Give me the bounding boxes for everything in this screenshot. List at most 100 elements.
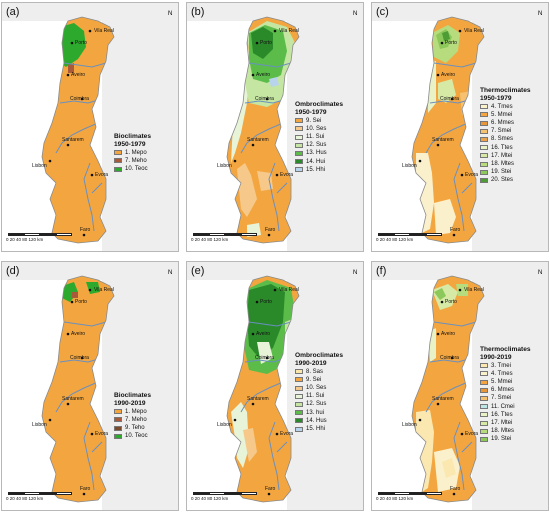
legend-item-label: 10. Ses: [306, 125, 327, 132]
city-marker: [255, 300, 259, 304]
legend-item-label: 11. Sui: [306, 134, 325, 140]
city-label-aveiro: Aveiro: [71, 331, 86, 337]
legend-item: 15. Hhi: [295, 166, 343, 174]
legend-swatch: [295, 142, 303, 148]
city-label-evora: Evora: [465, 431, 479, 437]
city-label-coimbra: Coimbra: [440, 355, 459, 361]
north-arrow-icon: N: [345, 9, 359, 33]
legend-period: 1990-2019: [114, 399, 146, 407]
legend-item: 16. Ttes: [480, 411, 531, 419]
neighbouring-land: [472, 3, 548, 251]
city-marker: [70, 41, 74, 45]
city-label-evora: Evora: [95, 431, 109, 437]
city-marker: [82, 233, 86, 237]
legend-item-label: 7. Meho: [125, 157, 147, 164]
country-outline: [411, 16, 485, 244]
legend-swatch: [114, 150, 122, 156]
city-label-aveiro: Aveiro: [71, 72, 86, 78]
river: [63, 62, 107, 68]
northern-land: [187, 262, 363, 280]
climate-region: [416, 153, 434, 233]
city-label-faro: Faro: [265, 227, 276, 233]
city-label-faro: Faro: [450, 227, 461, 233]
legend-title: Thermoclimates: [480, 87, 531, 94]
legend-item: 4. Tmes: [480, 103, 531, 111]
legend-swatch: [480, 145, 488, 151]
city-label-lisbon: Lisbon: [217, 163, 232, 169]
city-marker: [70, 300, 74, 304]
city-marker: [90, 173, 94, 177]
city-marker: [82, 492, 86, 496]
legend-period: 1950-1979: [114, 140, 146, 148]
city-marker: [267, 492, 271, 496]
city-marker: [458, 288, 462, 292]
scale-bar: 0 20 40 80 120 km: [191, 233, 273, 243]
city-marker: [88, 29, 92, 33]
legend-item-label: 14. Hui: [306, 158, 326, 165]
portugal-map: [187, 3, 363, 251]
city-marker: [436, 73, 440, 77]
city-marker: [452, 233, 456, 237]
city-marker: [273, 288, 277, 292]
neighbouring-land: [472, 262, 548, 510]
city-label-lisbon: Lisbon: [402, 422, 417, 428]
river: [91, 441, 103, 453]
river: [276, 182, 288, 194]
city-label-faro: Faro: [265, 486, 276, 492]
city-label-lisbon: Lisbon: [32, 163, 47, 169]
climate-region: [231, 402, 249, 468]
legend-item: 13. hui: [295, 409, 343, 417]
legend-swatch: [114, 166, 122, 172]
legend-item-label: 16. Ttes: [491, 144, 513, 151]
legend-swatch: [114, 433, 122, 439]
city-label-aveiro: Aveiro: [441, 72, 456, 78]
river: [276, 441, 288, 453]
scale-bar: 0 20 40 80 120 km: [6, 233, 88, 243]
city-marker: [436, 402, 440, 406]
city-label-evora: Evora: [465, 172, 479, 178]
legend-item-label: 16. Ttes: [491, 411, 513, 418]
city-marker: [251, 332, 255, 336]
legend-item: 7. Meho: [114, 416, 151, 424]
city-marker: [66, 73, 70, 77]
legend-item: 15. Hhi: [295, 425, 343, 433]
legend-swatch: [480, 420, 488, 426]
city-marker: [452, 492, 456, 496]
legend-swatch: [114, 158, 122, 164]
city-label-vila-real: Vila Real: [94, 28, 114, 34]
city-marker: [80, 97, 84, 101]
climate-region: [434, 199, 456, 235]
climate-region: [456, 284, 468, 296]
north-arrow-icon: N: [160, 268, 174, 292]
legend-swatch: [480, 363, 488, 369]
legend-item-label: 17. Mtei: [491, 420, 513, 427]
city-label-coimbra: Coimbra: [440, 96, 459, 102]
river: [453, 162, 465, 232]
legend-item: 10. Teoc: [114, 432, 151, 440]
legend-swatch: [295, 151, 303, 156]
city-marker: [265, 356, 269, 360]
country-outline: [226, 16, 300, 244]
legend-item-label: 9. Sei: [306, 376, 322, 383]
legend-item: 7. Smei: [480, 394, 531, 402]
city-label-faro: Faro: [80, 486, 91, 492]
city-marker: [440, 41, 444, 45]
legend-swatch: [295, 426, 303, 432]
legend-swatch: [295, 118, 303, 124]
panel-label: (b): [191, 6, 205, 18]
river: [433, 62, 477, 68]
portugal-map: [372, 262, 548, 510]
city-label-porto: Porto: [260, 299, 272, 305]
legend-item: 9. Teho: [114, 424, 151, 432]
river: [425, 381, 469, 413]
city-label-vila-real: Vila Real: [464, 287, 484, 293]
river: [55, 381, 99, 413]
city-label-coimbra: Coimbra: [70, 96, 89, 102]
city-marker: [450, 356, 454, 360]
legend-swatch: [480, 161, 488, 167]
city-marker: [80, 356, 84, 360]
legend-item-label: 18. Mtes: [491, 161, 515, 168]
city-label-lisbon: Lisbon: [217, 422, 232, 428]
river: [248, 321, 292, 327]
legend-item: 9. Sei: [295, 117, 343, 125]
